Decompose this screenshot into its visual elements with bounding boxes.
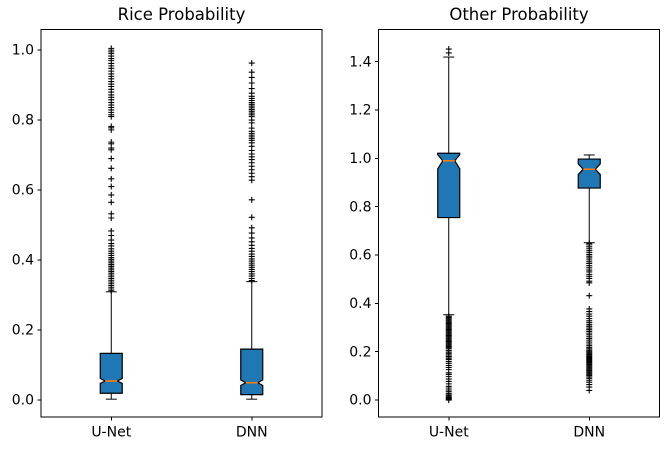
- y-tick-label: 0.2: [12, 323, 34, 339]
- y-tick-label: 1.2: [349, 103, 371, 119]
- box-u-net: [437, 152, 461, 219]
- y-tick-label: 1.0: [349, 151, 371, 167]
- y-tick-label: 0.8: [12, 113, 34, 129]
- flier-markers: [108, 45, 115, 294]
- y-tick-label: 0.6: [349, 248, 371, 264]
- axes-frame: [40, 29, 323, 418]
- box-dnn: [577, 158, 601, 189]
- y-tick-label: 0.0: [349, 393, 371, 409]
- x-tick-label: DNN: [573, 425, 605, 441]
- rice-probability-title: Rice Probability: [117, 5, 246, 24]
- axes-frame: [378, 29, 660, 418]
- y-tick-label: 1.4: [349, 54, 371, 70]
- y-tick-label: 0.4: [349, 296, 371, 312]
- y-tick-label: 0.2: [349, 344, 371, 360]
- y-tick-label: 0.4: [12, 253, 34, 269]
- flier-markers: [445, 46, 452, 404]
- flier-markers: [248, 60, 255, 284]
- y-tick-label: 0.8: [349, 199, 371, 215]
- x-tick-label: U-Net: [91, 425, 131, 441]
- flier-markers: [586, 240, 593, 394]
- y-tick-label: 0.6: [12, 183, 34, 199]
- x-tick-label: U-Net: [429, 425, 469, 441]
- y-tick-label: 0.0: [12, 392, 34, 408]
- other-probability-title: Other Probability: [449, 5, 589, 24]
- box-dnn: [240, 348, 264, 396]
- y-tick-label: 1.0: [12, 43, 34, 59]
- box-u-net: [99, 352, 123, 394]
- x-tick-label: DNN: [236, 425, 268, 441]
